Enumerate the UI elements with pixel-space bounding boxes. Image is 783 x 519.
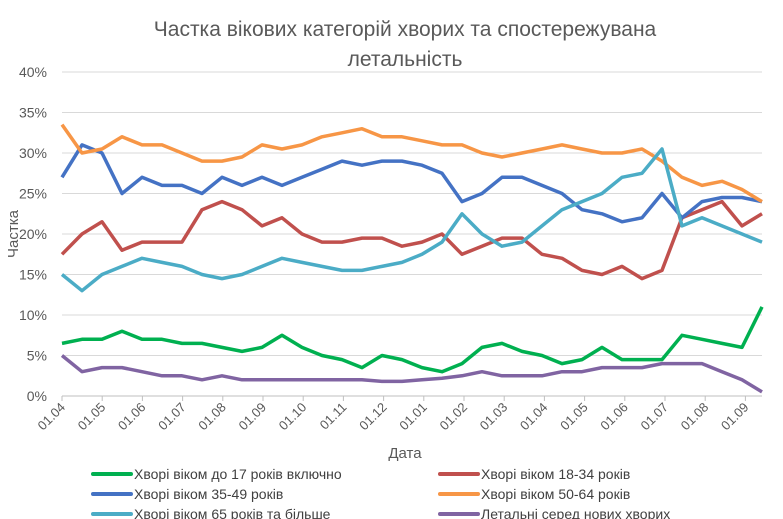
legend-label: Хворі віком 50-64 років (481, 486, 630, 502)
x-tick-label: 01.09 (718, 400, 752, 434)
x-axis-label: Дата (388, 445, 422, 462)
x-tick-label: 01.10 (276, 400, 310, 434)
series-line-2 (60, 143, 763, 224)
x-tick-label: 01.12 (356, 400, 390, 434)
y-tick-label: 40% (19, 64, 47, 80)
legend-item: Летальні серед нових хворих (438, 506, 670, 519)
x-tick-label: 01.08 (195, 400, 229, 434)
x-tick-label: 01.07 (155, 400, 189, 434)
legend-item: Хворі віком 18-34 років (438, 466, 630, 482)
series-line-1 (60, 199, 763, 281)
y-tick-label: 0% (27, 388, 47, 404)
y-tick-label: 15% (19, 267, 47, 283)
x-tick-label: 01.07 (638, 400, 672, 434)
legend-item: Хворі віком 35-49 років (91, 486, 283, 502)
y-tick-label: 35% (19, 105, 47, 121)
x-tick-label: 01.04 (35, 400, 69, 434)
y-axis-label: Частка (5, 209, 22, 258)
x-tick-label: 01.02 (437, 400, 471, 434)
series-line-3 (60, 123, 763, 204)
x-tick-label: 01.08 (678, 400, 712, 434)
series-line-5 (60, 354, 763, 394)
y-tick-label: 10% (19, 307, 47, 323)
y-tick-label: 30% (19, 145, 47, 161)
y-tick-label: 20% (19, 226, 47, 242)
x-tick-label: 01.04 (517, 400, 551, 434)
x-tick-label: 01.06 (597, 400, 631, 434)
legend-label: Хворі віком 65 років та більше (134, 506, 331, 519)
x-tick-label: 01.05 (557, 400, 591, 434)
series-line-0 (61, 306, 764, 374)
x-tick-label: 01.05 (75, 400, 109, 434)
legend-label: Хворі віком до 17 років включно (134, 466, 342, 482)
legend-item: Хворі віком 65 років та більше (91, 506, 331, 519)
legend-item: Хворі віком 50-64 років (438, 486, 630, 502)
x-tick-label: 01.11 (317, 400, 350, 433)
legend-label: Летальні серед нових хворих (481, 506, 670, 519)
chart-title-line-1: Частка вікових категорій хворих та спост… (154, 18, 657, 41)
x-tick-label: 01.03 (477, 400, 511, 434)
legend-label: Хворі віком 18-34 років (481, 466, 630, 482)
x-tick-label: 01.01 (396, 400, 430, 434)
chart-title-line-2: летальність (348, 48, 463, 71)
x-tick-label: 01.09 (236, 400, 270, 434)
x-tick-label: 01.06 (115, 400, 149, 434)
legend-item: Хворі віком до 17 років включно (91, 466, 342, 482)
legend-label: Хворі віком 35-49 років (134, 486, 283, 502)
y-tick-label: 25% (19, 186, 47, 202)
y-tick-label: 5% (27, 348, 47, 364)
series-line-4 (60, 147, 763, 293)
